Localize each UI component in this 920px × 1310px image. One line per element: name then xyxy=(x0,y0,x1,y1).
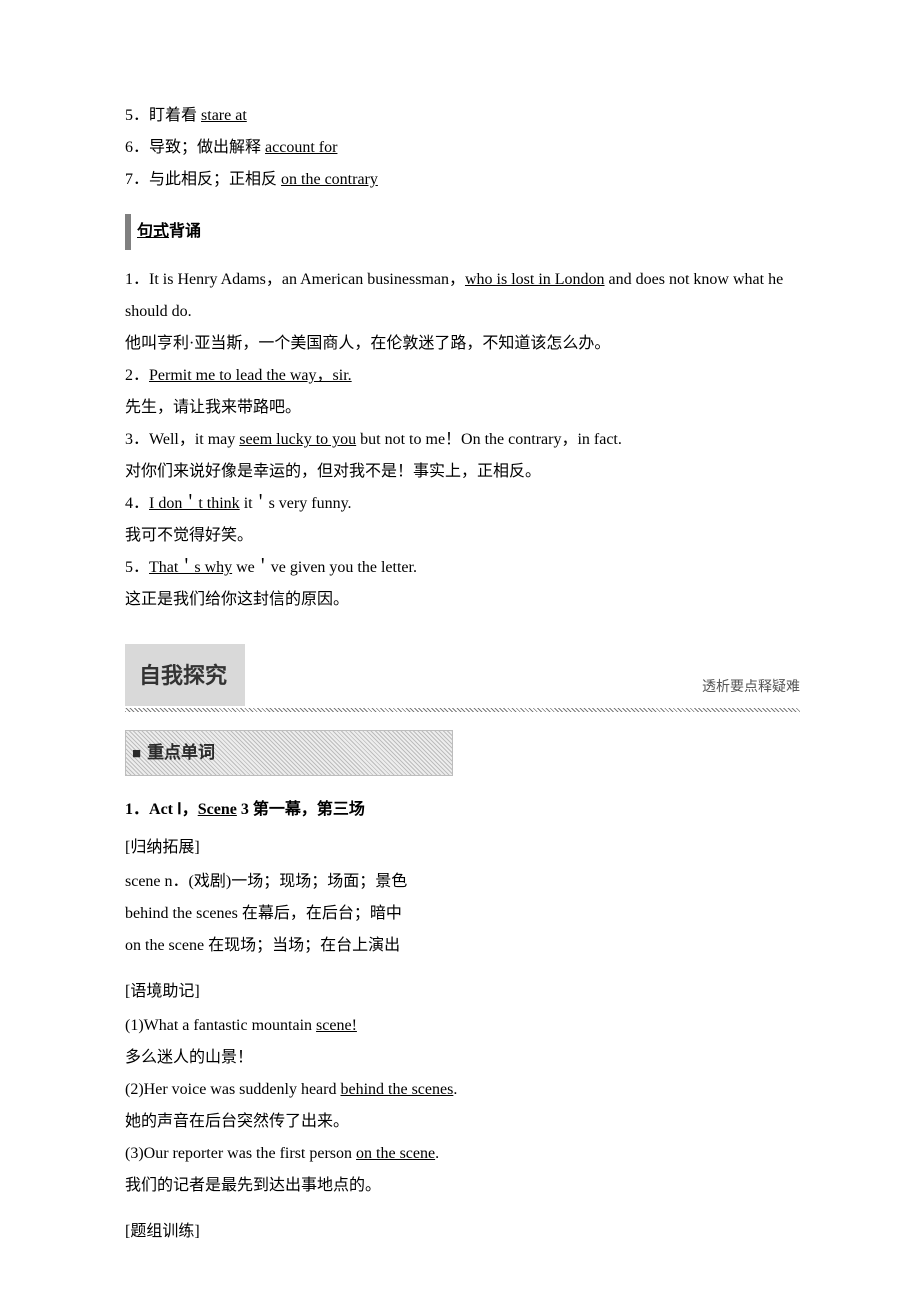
sentence-en: 4．I don＇t think it＇s very funny. xyxy=(125,488,800,520)
sentence-en: 1．It is Henry Adams，an American business… xyxy=(125,264,800,328)
document-page: 5．盯着看 stare at 6．导致；做出解释 account for 7．与… xyxy=(0,0,920,1310)
expand-lines: scene n．(戏剧)一场；现场；场面；景色 behind the scene… xyxy=(125,866,800,962)
section-label-sentence-recite: 句式背诵 xyxy=(125,214,209,250)
major-section-header: 自我探究 透析要点释疑难 xyxy=(125,644,800,712)
example-en: (3)Our reporter was the first person on … xyxy=(125,1138,800,1170)
sub-banner-text: 重点单词 xyxy=(147,743,215,762)
major-section-title: 自我探究 xyxy=(125,644,245,706)
example-item: (3)Our reporter was the first person on … xyxy=(125,1138,800,1202)
example-en: (1)What a fantastic mountain scene! xyxy=(125,1010,800,1042)
sentence-cn: 先生，请让我来带路吧。 xyxy=(125,392,800,424)
expand-line: scene n．(戏剧)一场；现场；场面；景色 xyxy=(125,866,800,898)
example-en: (2)Her voice was suddenly heard behind t… xyxy=(125,1074,800,1106)
sub-banner-container: ■ 重点单词 xyxy=(125,730,800,776)
example-item: (1)What a fantastic mountain scene! 多么迷人… xyxy=(125,1010,800,1074)
sentence-item: 5．That＇s why we＇ve given you the letter.… xyxy=(125,552,800,616)
topic-heading: 1．Act Ⅰ，Scene 3 第一幕，第三场 xyxy=(125,794,800,826)
expand-line: behind the scenes 在幕后，在后台；暗中 xyxy=(125,898,800,930)
sub-banner-key-words: ■ 重点单词 xyxy=(125,730,453,776)
sentence-cn: 这正是我们给你这封信的原因。 xyxy=(125,584,800,616)
item-en: account for xyxy=(265,139,337,156)
item-en: on the contrary xyxy=(281,171,378,188)
major-section-row: 自我探究 透析要点释疑难 xyxy=(125,644,800,706)
item-en: stare at xyxy=(201,107,247,124)
item-number: 5． xyxy=(125,107,149,124)
label-part-b: 背诵 xyxy=(169,223,201,240)
sentence-cn: 他叫亨利·亚当斯，一个美国商人，在伦敦迷了路，不知道该怎么办。 xyxy=(125,328,800,360)
major-section-divider xyxy=(125,708,800,712)
example-cn: 多么迷人的山景！ xyxy=(125,1042,800,1074)
sentence-en: 5．That＇s why we＇ve given you the letter. xyxy=(125,552,800,584)
expand-line: on the scene 在现场；当场；在台上演出 xyxy=(125,930,800,962)
label-context: [语境助记] xyxy=(125,976,800,1008)
sentence-item: 4．I don＇t think it＇s very funny. 我可不觉得好笑… xyxy=(125,488,800,552)
example-cn: 她的声音在后台突然传了出来。 xyxy=(125,1106,800,1138)
vocab-list: 5．盯着看 stare at 6．导致；做出解释 account for 7．与… xyxy=(125,100,800,196)
item-cn: 导致；做出解释 xyxy=(149,139,265,156)
sentence-en: 3．Well，it may seem lucky to you but not … xyxy=(125,424,800,456)
example-item: (2)Her voice was suddenly heard behind t… xyxy=(125,1074,800,1138)
sentence-cn: 对你们来说好像是幸运的，但对我不是！事实上，正相反。 xyxy=(125,456,800,488)
label-part-a: 句式 xyxy=(137,223,169,240)
section-label-container: 句式背诵 xyxy=(125,214,800,250)
vocab-item: 7．与此相反；正相反 on the contrary xyxy=(125,164,800,196)
item-cn: 与此相反；正相反 xyxy=(149,171,281,188)
sentence-item: 2．Permit me to lead the way，sir. 先生，请让我来… xyxy=(125,360,800,424)
sentence-cn: 我可不觉得好笑。 xyxy=(125,520,800,552)
vocab-item: 5．盯着看 stare at xyxy=(125,100,800,132)
item-number: 7． xyxy=(125,171,149,188)
sentence-list: 1．It is Henry Adams，an American business… xyxy=(125,264,800,616)
example-cn: 我们的记者是最先到达出事地点的。 xyxy=(125,1170,800,1202)
item-cn: 盯着看 xyxy=(149,107,201,124)
label-drill: [题组训练] xyxy=(125,1216,800,1248)
vocab-item: 6．导致；做出解释 account for xyxy=(125,132,800,164)
sentence-item: 1．It is Henry Adams，an American business… xyxy=(125,264,800,360)
square-bullet-icon: ■ xyxy=(132,746,141,762)
item-number: 6． xyxy=(125,139,149,156)
sentence-en: 2．Permit me to lead the way，sir. xyxy=(125,360,800,392)
major-section-subtitle: 透析要点释疑难 xyxy=(702,674,800,706)
sentence-item: 3．Well，it may seem lucky to you but not … xyxy=(125,424,800,488)
label-expand: [归纳拓展] xyxy=(125,832,800,864)
example-list: (1)What a fantastic mountain scene! 多么迷人… xyxy=(125,1010,800,1202)
